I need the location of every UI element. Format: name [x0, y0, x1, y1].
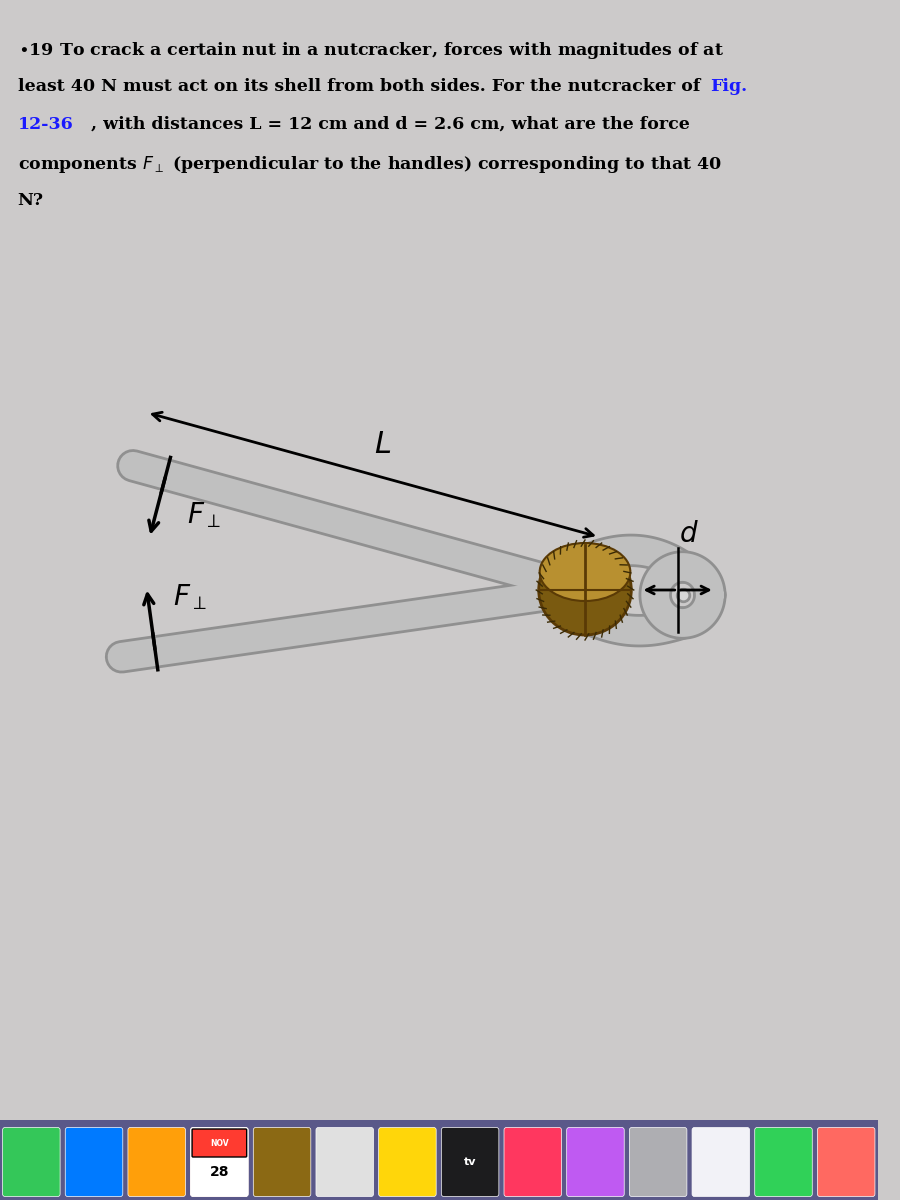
FancyBboxPatch shape: [504, 1128, 562, 1196]
Ellipse shape: [539, 545, 631, 635]
Text: $d$: $d$: [680, 521, 699, 548]
FancyBboxPatch shape: [66, 1128, 122, 1196]
Text: 28: 28: [210, 1165, 230, 1178]
FancyBboxPatch shape: [817, 1128, 875, 1196]
Text: components $F_{\perp}$ (perpendicular to the handles) corresponding to that 40: components $F_{\perp}$ (perpendicular to…: [18, 154, 722, 175]
FancyBboxPatch shape: [755, 1128, 813, 1196]
FancyBboxPatch shape: [629, 1128, 687, 1196]
FancyBboxPatch shape: [253, 1128, 310, 1196]
Text: 12-36: 12-36: [18, 116, 73, 133]
Text: $F_{\perp}$: $F_{\perp}$: [173, 583, 207, 612]
Text: N?: N?: [18, 192, 43, 209]
Text: Fig.: Fig.: [710, 78, 747, 95]
FancyBboxPatch shape: [692, 1128, 750, 1196]
Text: $L$: $L$: [374, 428, 392, 460]
Text: NOV: NOV: [210, 1140, 229, 1148]
FancyBboxPatch shape: [567, 1128, 625, 1196]
FancyBboxPatch shape: [379, 1128, 436, 1196]
Text: $F_{\perp}$: $F_{\perp}$: [187, 500, 221, 530]
Bar: [0, 1120, 878, 1200]
Text: tv: tv: [464, 1157, 476, 1166]
FancyBboxPatch shape: [191, 1128, 248, 1196]
FancyBboxPatch shape: [316, 1128, 374, 1196]
Text: least 40 N must act on its shell from both sides. For the nutcracker of: least 40 N must act on its shell from bo…: [18, 78, 706, 95]
FancyBboxPatch shape: [128, 1128, 185, 1196]
Ellipse shape: [540, 542, 630, 601]
FancyBboxPatch shape: [191, 1128, 248, 1196]
Text: , with distances L = 12 cm and d = 2.6 cm, what are the force: , with distances L = 12 cm and d = 2.6 c…: [91, 116, 689, 133]
Text: $\bullet$19 To crack a certain nut in a nutcracker, forces with magnitudes of at: $\bullet$19 To crack a certain nut in a …: [18, 40, 724, 61]
FancyBboxPatch shape: [192, 1129, 247, 1157]
FancyBboxPatch shape: [3, 1128, 60, 1196]
FancyBboxPatch shape: [441, 1128, 499, 1196]
